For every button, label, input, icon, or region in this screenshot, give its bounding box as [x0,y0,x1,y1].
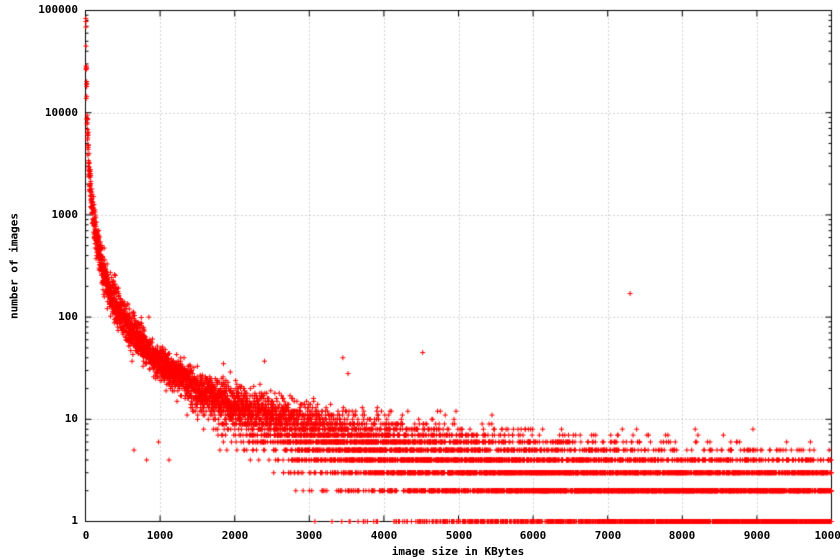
y-tick-label-1000: 1000 [51,208,79,221]
y-tick-label-10000: 10000 [44,106,78,119]
x-axis-title: image size in KBytes [391,545,525,558]
x-tick-label-7000: 7000 [594,529,622,542]
y-tick-label-100000: 100000 [38,3,78,16]
x-tick-label-10000: 10000 [814,529,840,542]
y-axis-title: number of images [7,213,21,319]
x-tick-label-1000: 1000 [146,529,174,542]
x-tick-label-8000: 8000 [668,529,696,542]
x-tick-label-3000: 3000 [295,529,323,542]
x-tick-label-2000: 2000 [221,529,249,542]
x-tick-label-9000: 9000 [743,529,771,542]
x-tick-label-0: 0 [82,529,90,542]
x-tick-label-4000: 4000 [370,529,398,542]
x-tick-label-5000: 5000 [445,529,473,542]
x-tick-label-6000: 6000 [519,529,547,542]
y-tick-label-100: 100 [58,310,78,323]
y-tick-label-1: 1 [71,514,78,527]
y-tick-label-10: 10 [64,412,78,425]
